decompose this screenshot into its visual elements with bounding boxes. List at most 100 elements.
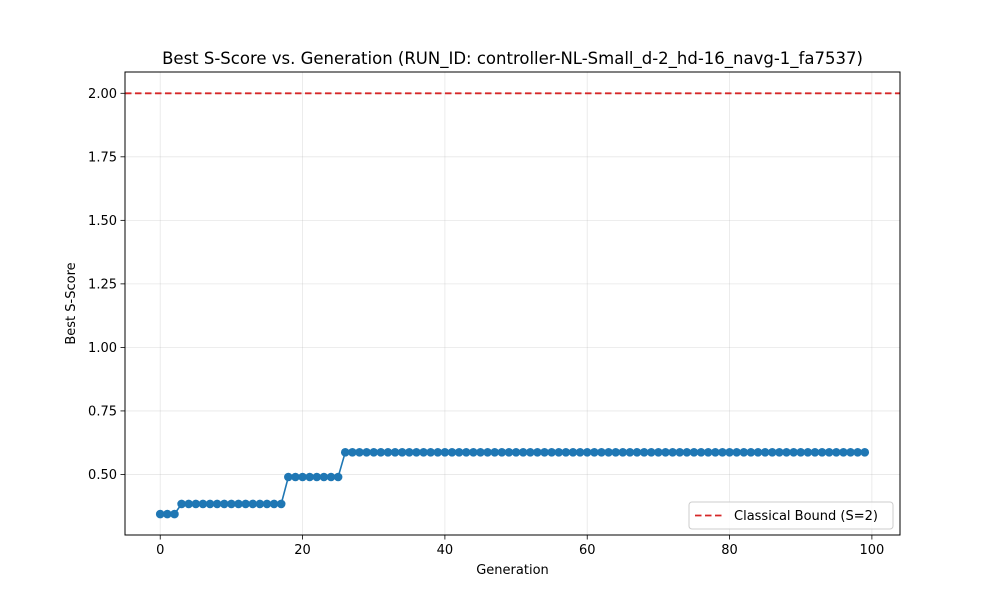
data-point bbox=[689, 448, 699, 457]
series-group bbox=[155, 448, 870, 519]
data-point bbox=[540, 448, 549, 457]
data-point bbox=[476, 448, 485, 457]
x-axis-label: Generation bbox=[476, 563, 549, 578]
data-point bbox=[611, 448, 620, 457]
data-point bbox=[333, 472, 343, 482]
data-point bbox=[554, 448, 564, 457]
data-point bbox=[547, 448, 556, 457]
data-point bbox=[668, 448, 677, 457]
data-point bbox=[803, 448, 813, 457]
data-point bbox=[661, 448, 670, 457]
x-tick-label: 20 bbox=[294, 543, 311, 558]
data-point bbox=[305, 472, 314, 482]
data-point bbox=[212, 499, 222, 509]
data-point bbox=[525, 448, 535, 457]
data-point bbox=[163, 509, 172, 519]
data-point bbox=[469, 448, 478, 457]
data-point bbox=[454, 448, 464, 457]
data-point bbox=[255, 499, 265, 509]
y-tick-label: 1.50 bbox=[88, 214, 117, 229]
y-tick-label: 1.25 bbox=[88, 277, 117, 292]
data-point bbox=[433, 448, 443, 457]
x-axis-ticks: 0 20 40 60 80 100 bbox=[156, 535, 884, 558]
grid bbox=[125, 72, 900, 535]
data-point bbox=[675, 448, 685, 457]
data-point bbox=[582, 448, 592, 457]
x-tick-label: 60 bbox=[579, 543, 596, 558]
data-point bbox=[348, 448, 357, 457]
data-point bbox=[853, 448, 862, 457]
data-point bbox=[789, 448, 798, 457]
data-point bbox=[533, 448, 542, 457]
data-point bbox=[369, 448, 379, 457]
data-point bbox=[696, 448, 706, 457]
data-point bbox=[362, 448, 371, 457]
y-tick-label: 1.75 bbox=[88, 150, 117, 165]
y-tick-label: 0.75 bbox=[88, 404, 117, 419]
data-point bbox=[746, 448, 756, 457]
data-point bbox=[405, 448, 414, 457]
data-point bbox=[646, 448, 656, 457]
data-point bbox=[711, 448, 720, 457]
data-point bbox=[269, 499, 279, 509]
data-point bbox=[227, 499, 236, 509]
data-point bbox=[860, 448, 870, 457]
data-point bbox=[184, 499, 193, 509]
data-point bbox=[483, 448, 492, 457]
data-point bbox=[241, 499, 250, 509]
data-point bbox=[518, 448, 528, 457]
legend-box bbox=[688, 501, 894, 530]
data-point bbox=[760, 448, 770, 457]
data-point bbox=[191, 499, 201, 509]
data-point bbox=[824, 448, 834, 457]
data-point bbox=[376, 448, 386, 457]
data-point bbox=[625, 448, 635, 457]
data-point bbox=[775, 448, 784, 457]
data-point bbox=[412, 448, 421, 457]
data-point bbox=[312, 472, 322, 482]
data-point bbox=[590, 448, 599, 457]
data-point bbox=[234, 499, 243, 509]
data-point bbox=[170, 509, 179, 519]
y-axis-ticks: 0.50 0.75 1.00 1.25 1.50 1.75 2.00 bbox=[88, 87, 125, 483]
data-point bbox=[390, 448, 400, 457]
data-point bbox=[846, 448, 855, 457]
data-point bbox=[703, 448, 713, 457]
data-point bbox=[276, 499, 286, 509]
data-point bbox=[248, 499, 258, 509]
y-axis-label: Best S-Score bbox=[64, 262, 79, 344]
data-point bbox=[632, 448, 642, 457]
data-point bbox=[490, 448, 500, 457]
data-point bbox=[298, 472, 307, 482]
x-tick-label: 40 bbox=[437, 543, 454, 558]
data-point bbox=[426, 448, 435, 457]
data-point bbox=[654, 448, 663, 457]
legend: Classical Bound (S=2) bbox=[688, 501, 894, 530]
chart-title: Best S-Score vs. Generation (RUN_ID: con… bbox=[162, 49, 863, 69]
data-point bbox=[568, 448, 578, 457]
data-point bbox=[397, 448, 407, 457]
data-point bbox=[796, 448, 806, 457]
plot-frame bbox=[124, 71, 901, 536]
data-point bbox=[440, 448, 450, 457]
data-point bbox=[504, 448, 514, 457]
plot-area bbox=[125, 72, 900, 535]
data-point bbox=[291, 472, 300, 482]
data-point bbox=[839, 448, 848, 457]
data-point bbox=[419, 448, 428, 457]
data-point bbox=[205, 499, 215, 509]
data-point bbox=[618, 448, 628, 457]
data-point bbox=[340, 448, 350, 457]
data-point bbox=[782, 448, 791, 457]
y-tick-label: 1.00 bbox=[88, 341, 117, 356]
data-point bbox=[832, 448, 841, 457]
data-point bbox=[511, 448, 521, 457]
data-point bbox=[604, 448, 613, 457]
legend-label-classical-bound: Classical Bound (S=2) bbox=[734, 509, 878, 524]
data-point bbox=[639, 448, 649, 457]
data-point bbox=[447, 448, 457, 457]
data-point bbox=[561, 448, 571, 457]
y-tick-label: 0.50 bbox=[88, 468, 117, 483]
data-point bbox=[461, 448, 471, 457]
